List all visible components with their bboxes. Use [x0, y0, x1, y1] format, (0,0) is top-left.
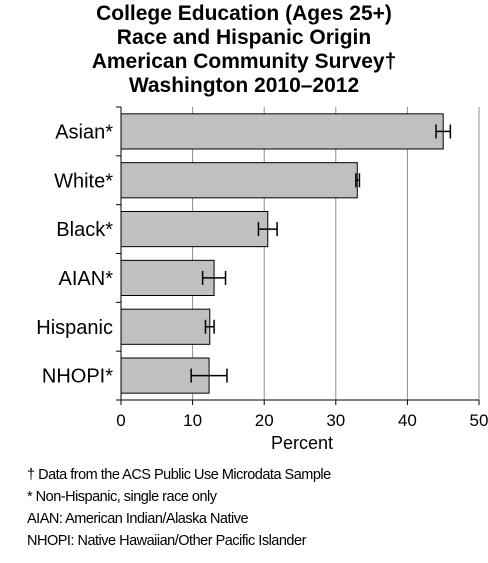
- error-bar-0: [435, 124, 452, 139]
- footnote-asterisk: * Non-Hispanic, single race only: [27, 489, 217, 505]
- bar-chart: Asian* White* Black* AIAN* Hispanic NHOPI* 0 10…: [36, 106, 488, 453]
- error-bar-5: [190, 368, 228, 383]
- gridlines: [192, 107, 480, 400]
- category-label-2: Black*: [56, 219, 113, 241]
- bar-0: [120, 113, 444, 150]
- category-label-3: AIAN*: [59, 268, 114, 290]
- error-bar-2: [257, 222, 278, 237]
- category-label-1: White*: [54, 170, 113, 192]
- bar-4: [120, 308, 211, 345]
- footnote-nhopi: NHOPI: Native Hawaiian/Other Pacific Isl…: [27, 533, 306, 549]
- chart-title-line-2: Race and Hispanic Origin: [116, 26, 372, 49]
- x-tick-label-40: 40: [398, 411, 417, 430]
- bar-1: [120, 162, 358, 199]
- x-tick-label-0: 0: [116, 411, 125, 430]
- chart-title-line-1: College Education (Ages 25+): [96, 2, 392, 25]
- chart-title-line-3: American Community Survey†: [91, 50, 397, 73]
- error-bar-4: [204, 319, 215, 334]
- axis-labels: Asian* White* Black* AIAN* Hispanic NHOPI* 0 10…: [36, 121, 488, 453]
- x-tick-label-10: 10: [183, 411, 202, 430]
- x-tick-label-50: 50: [470, 411, 488, 430]
- x-axis-label: Percent: [271, 433, 333, 453]
- footnote-aian: AIAN: American Indian/Alaska Native: [27, 511, 249, 527]
- x-tick-label-30: 30: [326, 411, 345, 430]
- category-label-5: NHOPI*: [42, 366, 113, 388]
- axes: [116, 106, 480, 405]
- category-label-4: Hispanic: [36, 317, 113, 339]
- category-label-0: Asian*: [55, 121, 113, 143]
- x-tick-label-20: 20: [255, 411, 274, 430]
- bar-3: [120, 259, 215, 296]
- bars: [120, 113, 444, 394]
- footnote-dagger: † Data from the ACS Public Use Microdata…: [27, 467, 331, 483]
- error-bars: [190, 124, 452, 383]
- bar-2: [120, 211, 269, 248]
- chart-title-line-4: Washington 2010–2012: [128, 74, 360, 97]
- error-bar-1: [355, 173, 361, 188]
- error-bar-3: [201, 270, 227, 285]
